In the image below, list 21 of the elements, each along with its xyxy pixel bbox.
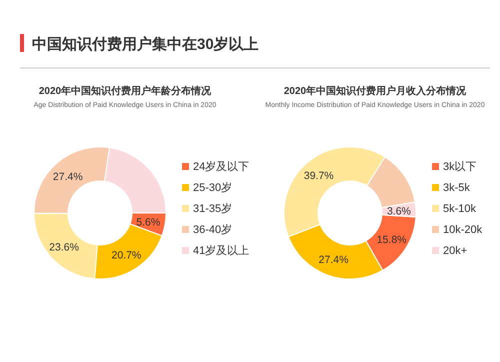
legend-label: 5k-10k — [443, 203, 477, 215]
legend-label: 31-35岁 — [193, 203, 232, 215]
chart-title: 2020年中国知识付费用户月收入分布情况 — [284, 85, 468, 97]
legend-label: 3k以下 — [443, 160, 477, 173]
data-label: 3.6% — [386, 205, 411, 218]
data-label: 5.6% — [136, 216, 160, 229]
data-label: 23.6% — [49, 241, 79, 254]
legend-label: 20k+ — [443, 245, 468, 257]
legend-label: 24岁及以下 — [193, 160, 250, 173]
data-label: 39.7% — [304, 170, 334, 182]
legend-label: 41岁及以上 — [193, 244, 250, 257]
legend-label: 3k-5k — [443, 182, 470, 194]
text: 中国知识付费用户集中在30岁以上 — [32, 35, 259, 53]
data-label: 27.4% — [52, 171, 83, 184]
legend-label: 25-30岁 — [193, 182, 232, 194]
data-label: 20.7% — [111, 249, 142, 262]
legend-label: 10k-20k — [443, 224, 483, 236]
legend-label: 36-40岁 — [193, 224, 232, 236]
data-label: 27.4% — [318, 254, 348, 266]
data-label: 15.8% — [376, 234, 406, 246]
chart-title: 2020年中国知识付费用户年龄分布情况 — [38, 85, 212, 97]
